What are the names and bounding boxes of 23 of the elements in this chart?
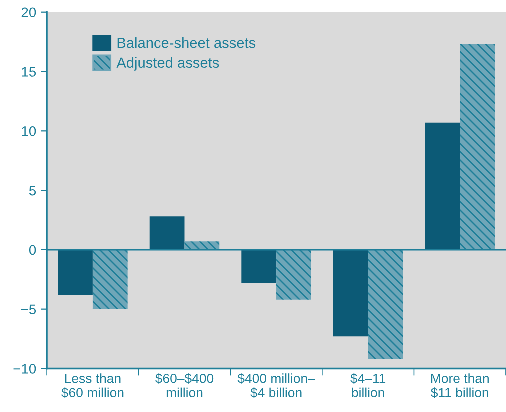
y-tick-label: 20 [22, 8, 36, 18]
x-tick-label: $60–$400 million [156, 373, 214, 398]
x-tick-label: Less than $60 million [62, 374, 124, 398]
bar [425, 122, 460, 250]
bar [460, 44, 495, 250]
y-tick-label: 5 [29, 186, 36, 196]
bar [368, 250, 404, 360]
y-tick-label: −10 [14, 364, 36, 374]
legend-label: Adjusted assets [116, 57, 220, 71]
bar [242, 250, 277, 284]
y-tick-label: 10 [22, 126, 36, 136]
x-tick-label: $400 million– $4 billion [238, 373, 316, 398]
y-tick-label: 0 [29, 245, 36, 256]
y-tick-label: −5 [21, 304, 36, 315]
bar [92, 250, 128, 310]
x-tick-label: $4–11 billion [350, 373, 386, 398]
bar [150, 216, 185, 250]
bar [333, 250, 368, 337]
bar [58, 250, 93, 296]
legend-label: Balance-sheet assets [118, 38, 256, 48]
x-tick-label: More than $11 billion [431, 374, 489, 398]
bar [276, 250, 312, 300]
y-tick-label: 15 [22, 67, 36, 77]
